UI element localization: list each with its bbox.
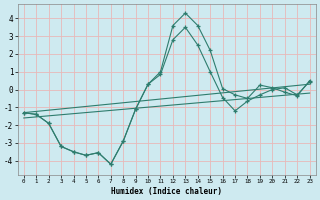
X-axis label: Humidex (Indice chaleur): Humidex (Indice chaleur) [111, 187, 222, 196]
